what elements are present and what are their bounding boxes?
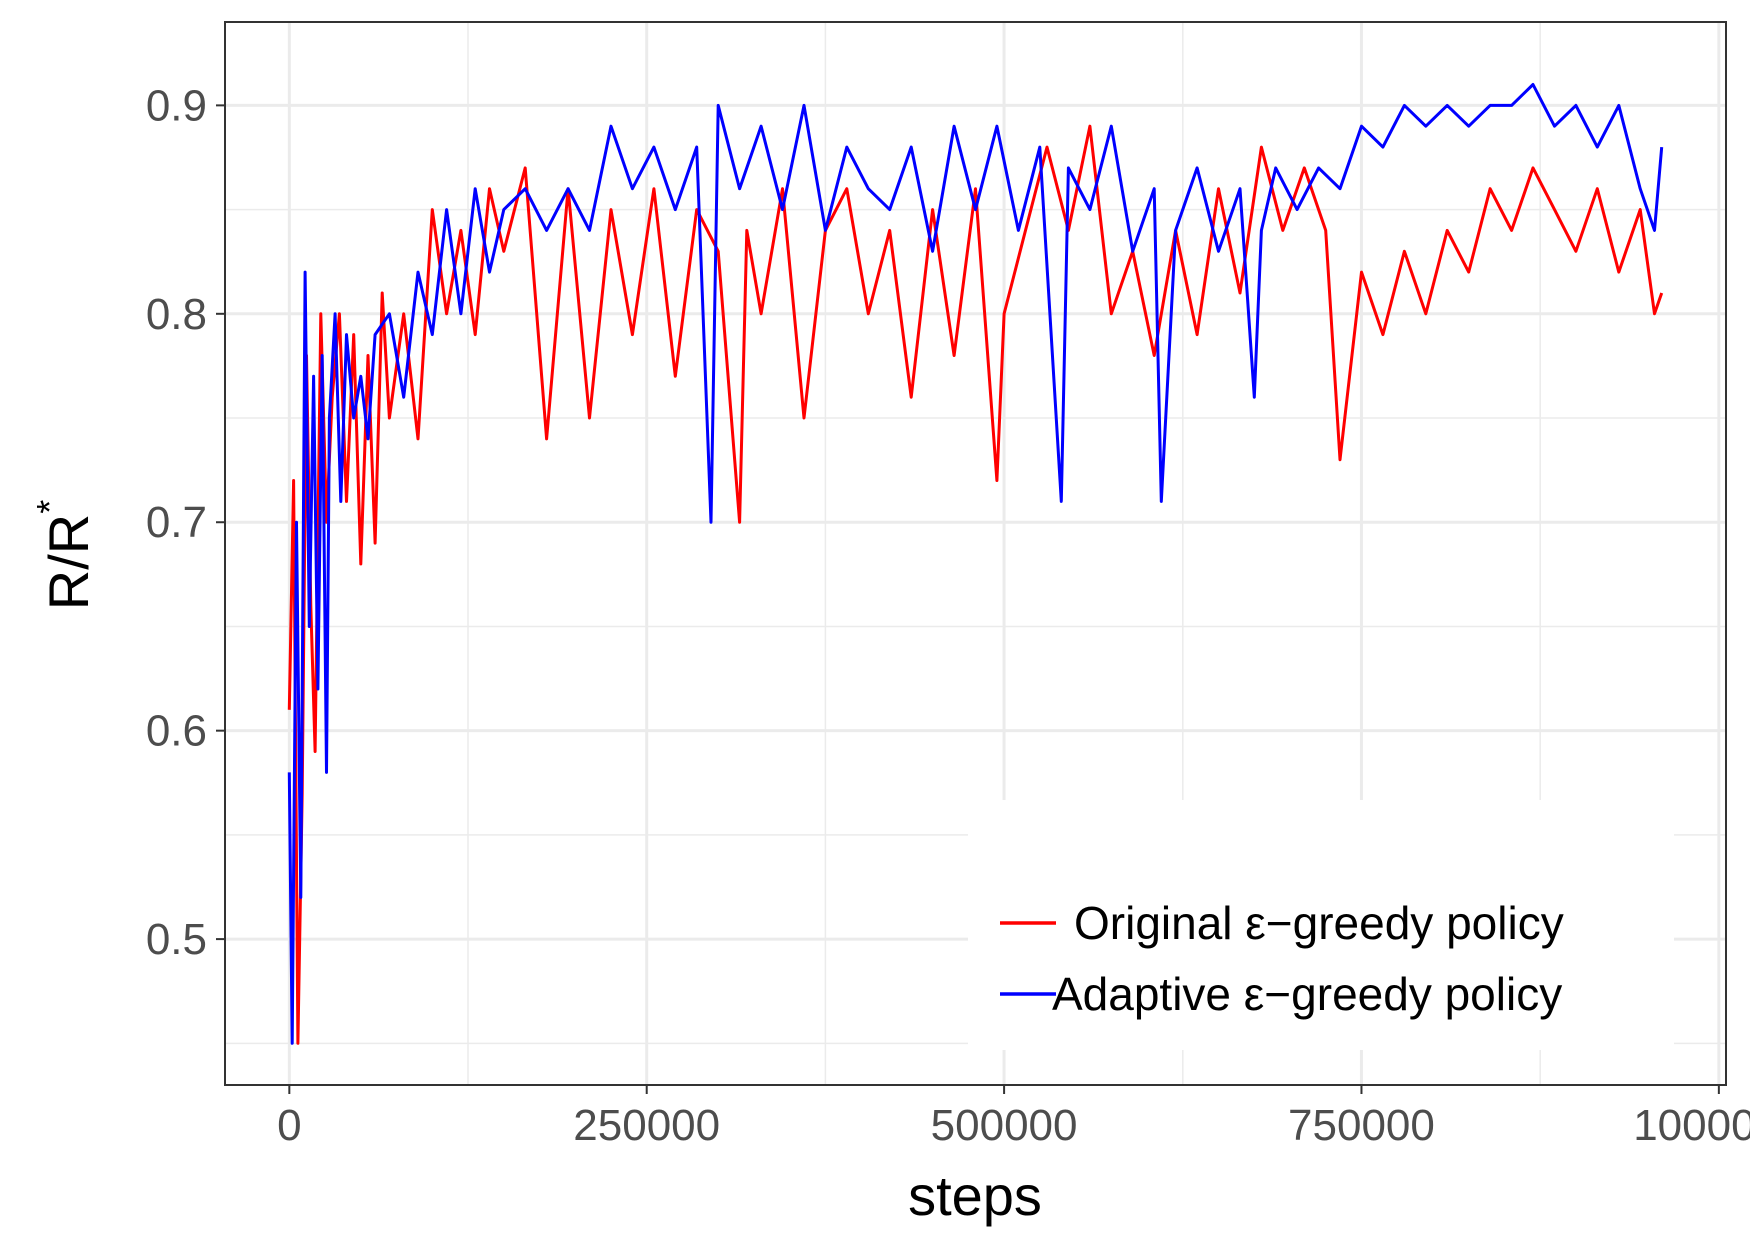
y-tick-label: 0.8 bbox=[146, 290, 207, 339]
series-lines bbox=[287, 83, 1664, 1045]
x-axis-title: steps bbox=[908, 1164, 1042, 1227]
legend-label-original: Original ε−greedy policy bbox=[1074, 897, 1564, 949]
y-axis-title-base: R/R bbox=[37, 514, 100, 610]
legend-background bbox=[968, 800, 1674, 1050]
x-tick-label: 750000 bbox=[1288, 1101, 1435, 1150]
x-tick-label: 500000 bbox=[931, 1101, 1078, 1150]
y-axis-title: R/R* bbox=[29, 500, 100, 610]
x-tick-label: 1000000 bbox=[1633, 1101, 1750, 1150]
y-tick-label: 0.7 bbox=[146, 498, 207, 547]
y-tick-label: 0.5 bbox=[146, 915, 207, 964]
x-axis: 0 250000 500000 750000 1000000 bbox=[277, 1085, 1750, 1150]
legend: Original ε−greedy policy Adaptive ε−gree… bbox=[968, 800, 1674, 1050]
y-axis-title-superscript: * bbox=[29, 500, 70, 514]
legend-label-adaptive: Adaptive ε−greedy policy bbox=[1052, 968, 1562, 1020]
series-line-adaptive bbox=[287, 83, 1664, 1045]
plot-border bbox=[224, 21, 1727, 1086]
svg-text:R/R*: R/R* bbox=[29, 500, 100, 610]
x-tick-label: 0 bbox=[277, 1101, 301, 1150]
y-tick-label: 0.6 bbox=[146, 707, 207, 756]
y-axis: 0.5 0.6 0.7 0.8 0.9 bbox=[146, 81, 225, 964]
x-tick-label: 250000 bbox=[573, 1101, 720, 1150]
y-tick-label: 0.9 bbox=[146, 81, 207, 130]
